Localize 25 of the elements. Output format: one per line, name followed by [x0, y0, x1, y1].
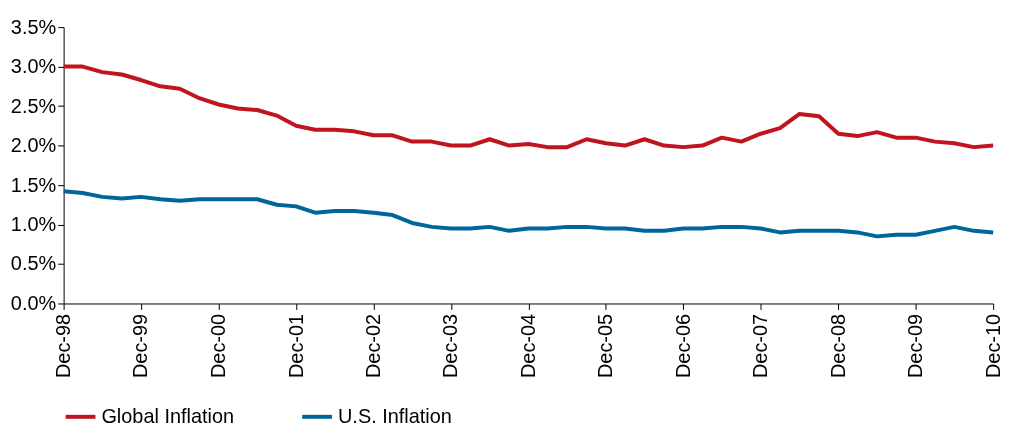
y-tick-label: 2.5% [10, 94, 57, 117]
x-tick-label: Dec-07 [749, 313, 772, 378]
y-tick-label: 0.5% [10, 252, 57, 275]
x-tick-label: Dec-06 [671, 313, 694, 378]
y-tick-label: 0.0% [10, 291, 57, 314]
x-tick-label: Dec-10 [981, 313, 1004, 378]
y-tick-label: 3.0% [10, 55, 57, 78]
line-series [61, 189, 996, 239]
x-tick-label: Dec-02 [361, 313, 384, 378]
x-tick-label: Dec-98 [52, 313, 75, 378]
line-series [61, 64, 996, 150]
x-tick-label: Dec-05 [594, 313, 617, 378]
x-tick-label: Dec-99 [129, 313, 152, 378]
x-tick-label: Dec-03 [439, 313, 462, 378]
x-tick-label: Dec-01 [284, 313, 307, 378]
legend-label: U.S. Inflation [338, 404, 452, 427]
x-tick-label: Dec-09 [904, 313, 927, 378]
x-tick-label: Dec-08 [826, 313, 849, 378]
y-tick-label: 1.5% [10, 173, 57, 196]
y-tick-label: 3.5% [10, 15, 57, 38]
legend-label: Global Inflation [101, 404, 234, 427]
y-tick-label: 1.0% [10, 212, 57, 235]
x-tick-label: Dec-04 [516, 313, 539, 378]
x-tick-label: Dec-00 [207, 313, 230, 378]
y-tick-label: 2.0% [10, 134, 57, 157]
